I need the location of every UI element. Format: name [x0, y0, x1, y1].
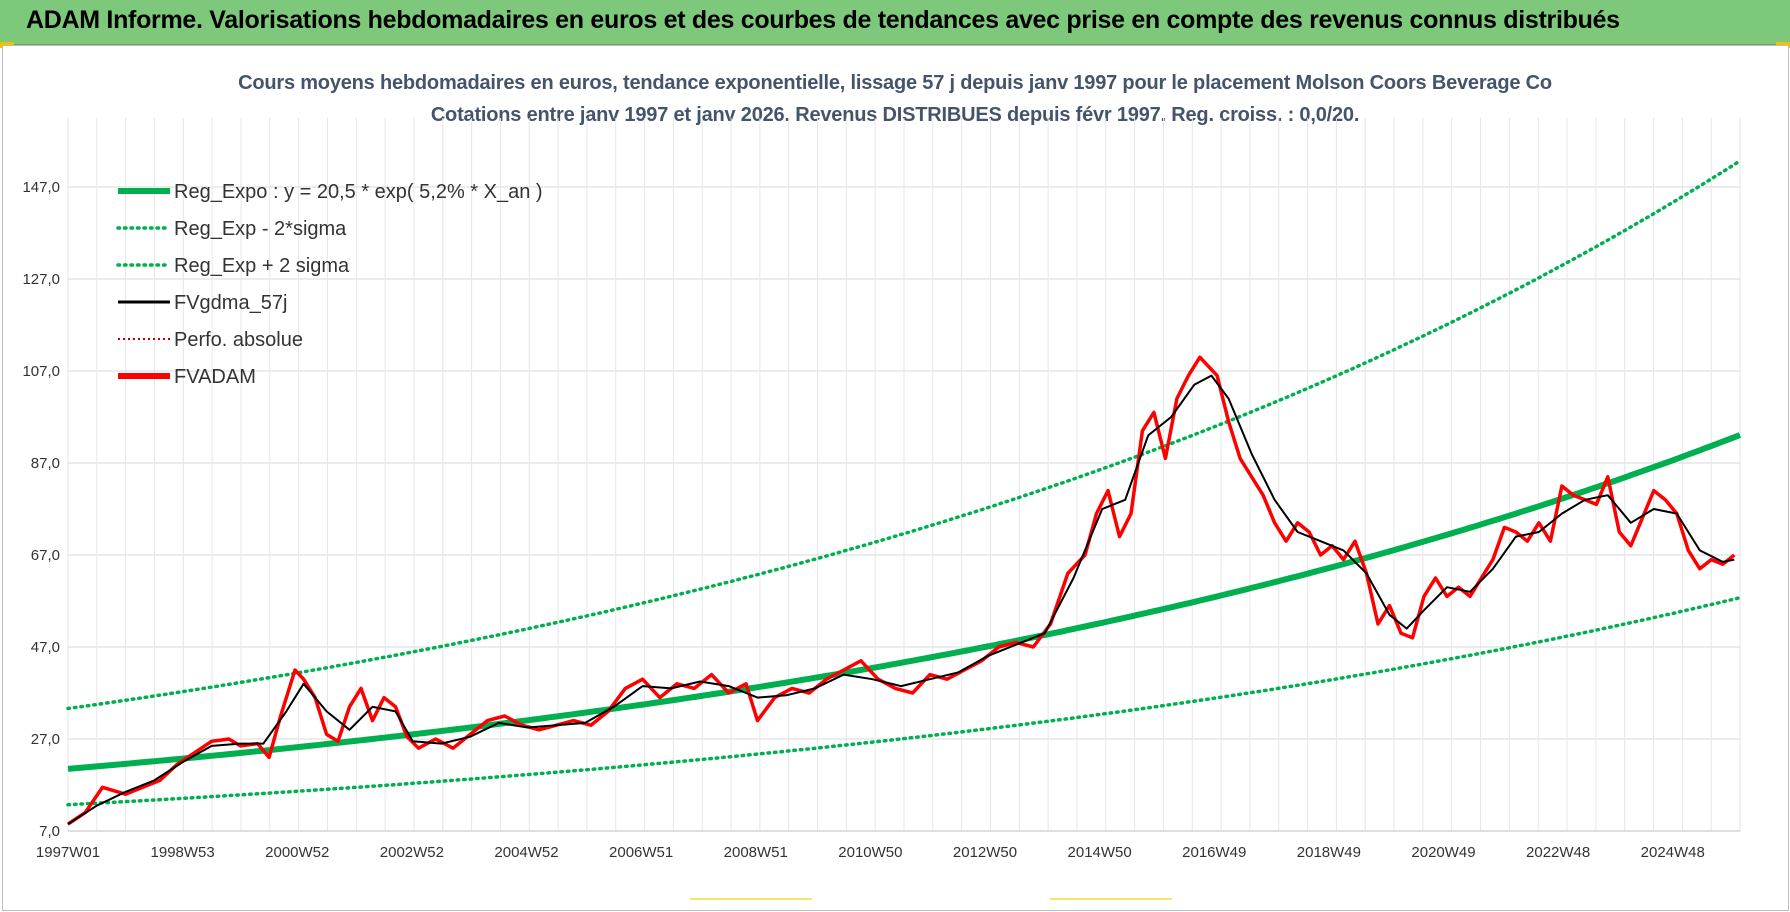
chart-area: [2, 45, 1789, 911]
x-tick-label: 2006W51: [609, 844, 673, 861]
x-tick-label: 1997W01: [36, 844, 100, 861]
x-tick-label: 2000W52: [265, 844, 329, 861]
x-tick-label: 2020W49: [1411, 844, 1475, 861]
x-tick-label: 2024W48: [1641, 844, 1705, 861]
y-tick-label: 107,0: [22, 363, 60, 380]
x-tick-label: 2018W49: [1297, 844, 1361, 861]
x-tick-label: 2012W50: [953, 844, 1017, 861]
x-tick-label: 2004W52: [494, 844, 558, 861]
bottom-marker-2: [1050, 898, 1172, 900]
x-tick-label: 2008W51: [724, 844, 788, 861]
y-tick-label: 67,0: [31, 547, 60, 564]
x-tick-label: 2016W49: [1182, 844, 1246, 861]
legend-label-fvadam: FVADAM: [174, 366, 256, 388]
y-tick-label: 127,0: [22, 271, 60, 288]
x-tick-label: 2022W48: [1526, 844, 1590, 861]
legend-label-minus: Reg_Exp - 2*sigma: [174, 218, 347, 240]
x-tick-label: 1998W53: [151, 844, 215, 861]
x-tick-label: 2002W52: [380, 844, 444, 861]
x-tick-label: 2010W50: [838, 844, 902, 861]
x-tick-label: 2014W50: [1068, 844, 1132, 861]
y-tick-label: 147,0: [22, 179, 60, 196]
chart-title-line2: Cotations entre janv 1997 et janv 2026. …: [430, 104, 1360, 126]
legend-label-fvgdma: FVgdma_57j: [174, 292, 287, 314]
y-tick-label: 7,0: [39, 823, 60, 840]
reg-expo-line: [67, 432, 1742, 772]
header-banner: ADAM Informe. Valorisations hebdomadaire…: [0, 0, 1790, 45]
y-tick-label: 87,0: [31, 455, 60, 472]
reg-exp-plus-2sigma-line: [66, 159, 1742, 711]
fvgdma-line: [67, 374, 1735, 825]
fvadam-line: [67, 355, 1736, 826]
legend-label-perfo: Perfo. absolue: [174, 329, 303, 351]
legend-label-reg: Reg_Expo : y = 20,5 * exp( 5,2% * X_an ): [174, 181, 543, 203]
bottom-marker-1: [690, 898, 812, 900]
chart-title-line1: Cours moyens hebdomadaires en euros, ten…: [238, 72, 1552, 94]
legend-label-plus: Reg_Exp + 2 sigma: [174, 255, 350, 277]
header-title: ADAM Informe. Valorisations hebdomadaire…: [26, 6, 1620, 34]
y-tick-label: 27,0: [31, 731, 60, 748]
y-tick-label: 47,0: [31, 639, 60, 656]
reg-exp-minus-2sigma-line: [66, 595, 1742, 807]
